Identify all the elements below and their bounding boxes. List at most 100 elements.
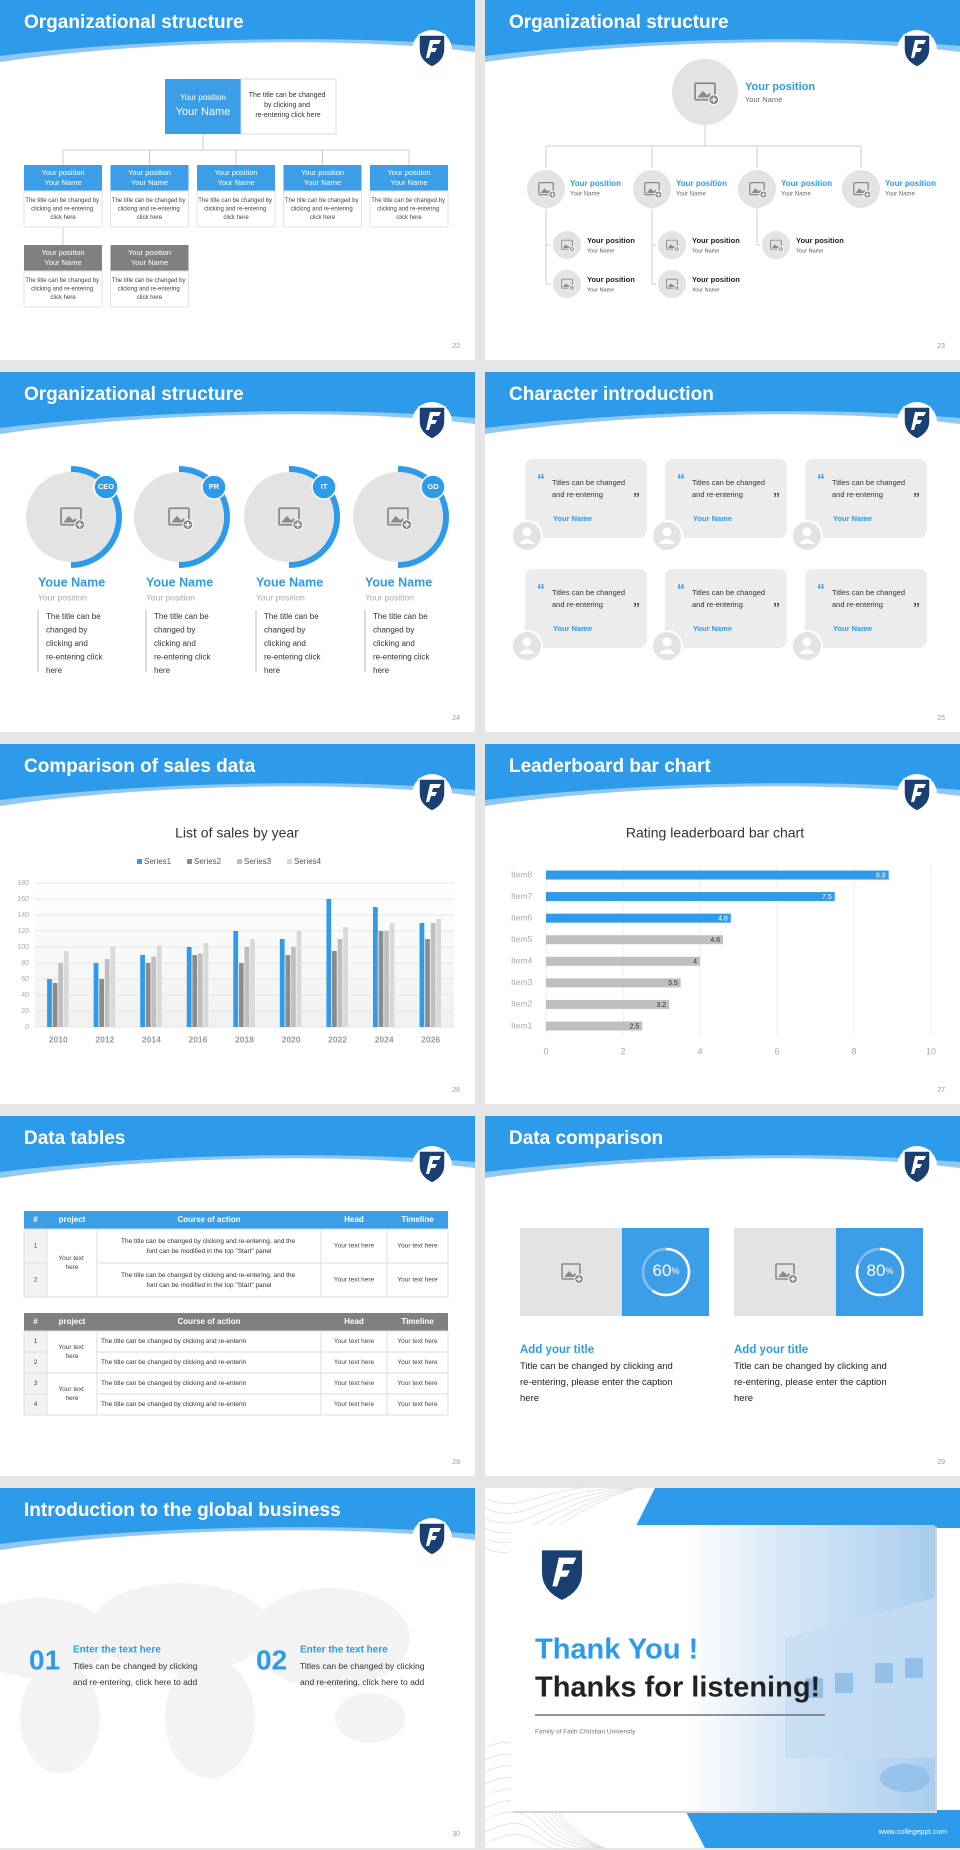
text-line: here: [520, 1393, 539, 1404]
text-line: changed by: [154, 626, 198, 635]
bar: [285, 955, 291, 1027]
image-icon: [168, 507, 190, 526]
page-number: 24: [452, 715, 460, 722]
quote-close: ”: [773, 490, 780, 506]
row-number: 2: [34, 1277, 38, 1284]
quote-card: [525, 459, 647, 538]
image-icon-plus-sign: [675, 286, 679, 290]
ring-unit: %: [671, 1266, 679, 1276]
window: [905, 1658, 923, 1678]
quote-card: [665, 459, 787, 538]
person-name: Youe Name: [38, 575, 105, 589]
cell: [386, 1228, 449, 1264]
image-icon-mountain: [562, 244, 572, 248]
item-number: 02: [256, 1644, 287, 1675]
quote-card: [665, 569, 787, 648]
y-tick-label: Item7: [511, 891, 533, 901]
logo-mark: [911, 784, 926, 802]
image-icon: [60, 507, 82, 526]
ring-unit: %: [885, 1266, 893, 1276]
text-line: The title can be changed by clicking and…: [121, 1272, 297, 1279]
table-header-cell: #: [33, 1215, 38, 1224]
value-label: 4: [693, 959, 697, 966]
text-line: clicking and re-entering: [31, 206, 95, 212]
x-tick-label: 2018: [235, 1034, 254, 1044]
page-number: 25: [937, 715, 945, 722]
image-icon: [666, 278, 678, 289]
contour-line: [484, 1800, 606, 1849]
person-name: Youe Name: [365, 575, 432, 589]
header-band: [0, 372, 475, 428]
avatar-head: [802, 637, 812, 647]
node-photo: [525, 168, 567, 210]
image-icon: [770, 239, 782, 250]
text-line: clicking and re-entering: [377, 206, 441, 212]
image-icon-mountain: [771, 244, 781, 248]
text-line: here: [65, 1353, 78, 1360]
bar: [156, 945, 162, 1027]
image-icon-plus-sign: [675, 247, 679, 251]
bar: [337, 939, 343, 1027]
text-line: changed by: [264, 626, 308, 635]
logo-mark: [426, 1156, 441, 1174]
member-name: Your Name: [304, 178, 341, 187]
image-icon: [278, 507, 300, 526]
row-number: 1: [34, 1243, 38, 1250]
bar: [378, 931, 384, 1027]
text-line: here: [65, 1395, 78, 1402]
y-tick-label: 100: [17, 944, 29, 951]
image-icon-mountain: [540, 188, 552, 193]
member-position: Your position: [41, 168, 84, 177]
subnode-photo: [551, 268, 583, 300]
bar: [430, 923, 436, 1027]
node-position: Your position: [885, 179, 936, 188]
text-line: Title can be changed by clicking and: [520, 1361, 675, 1372]
contour-line: [484, 1486, 636, 1505]
quote-open: “: [817, 472, 825, 489]
text-line: The title can be changed by: [371, 198, 446, 204]
header-band: [0, 1116, 475, 1172]
badge: [93, 474, 119, 500]
text-line: font can be modified in the top "Start" …: [147, 1282, 273, 1289]
x-tick-label: 2016: [188, 1034, 207, 1044]
project-text: Your text here: [58, 1344, 85, 1360]
y-tick-label: 80: [21, 960, 29, 967]
person-text: The title can be changed by clicking and…: [264, 612, 323, 675]
quote-close: ”: [913, 490, 920, 506]
text-line: click here: [50, 215, 76, 221]
text-line: changed by: [373, 626, 417, 635]
node-name: Your Name: [676, 192, 706, 198]
action-text: The title can be changed by clicking and…: [101, 1380, 247, 1387]
legend-swatch: [287, 859, 292, 864]
y-tick-label: 180: [17, 880, 29, 887]
slide-title: Data tables: [24, 1128, 125, 1149]
image-icon-mountain: [667, 244, 677, 248]
head-text: The title can be changed by clicking and…: [249, 92, 328, 119]
text-line: here: [373, 666, 390, 675]
subnode-name: Your Name: [587, 248, 614, 254]
quote-open: “: [677, 472, 685, 489]
member-position: Your position: [128, 168, 171, 177]
avatar-head: [802, 527, 812, 537]
timeline-cell: Your text here: [397, 1277, 438, 1284]
building: [785, 1598, 935, 1758]
slide: Introduction to the global business 30 01 E…: [0, 1488, 475, 1848]
head-box: [165, 79, 241, 134]
image-icon-mountain: [281, 515, 297, 523]
text-line: The title can be changed by: [112, 278, 187, 284]
quote-text: Titles can be changed and re-entering: [552, 478, 627, 499]
slide-title: Comparison of sales data: [24, 756, 256, 777]
contour-line: [484, 1487, 636, 1514]
quote-text: Titles can be changed and re-entering: [832, 478, 907, 499]
table-header-cell: Timeline: [401, 1215, 434, 1224]
quote-close: ”: [633, 600, 640, 616]
member-box: [24, 165, 102, 191]
text-line: Your text: [58, 1255, 85, 1262]
bar: [279, 939, 285, 1027]
chart-title: List of sales by year: [175, 825, 299, 841]
bar: [546, 913, 731, 923]
bar: [419, 923, 425, 1027]
bar: [197, 953, 203, 1027]
slide-background: [485, 372, 960, 732]
y-tick-label: 40: [21, 992, 29, 999]
